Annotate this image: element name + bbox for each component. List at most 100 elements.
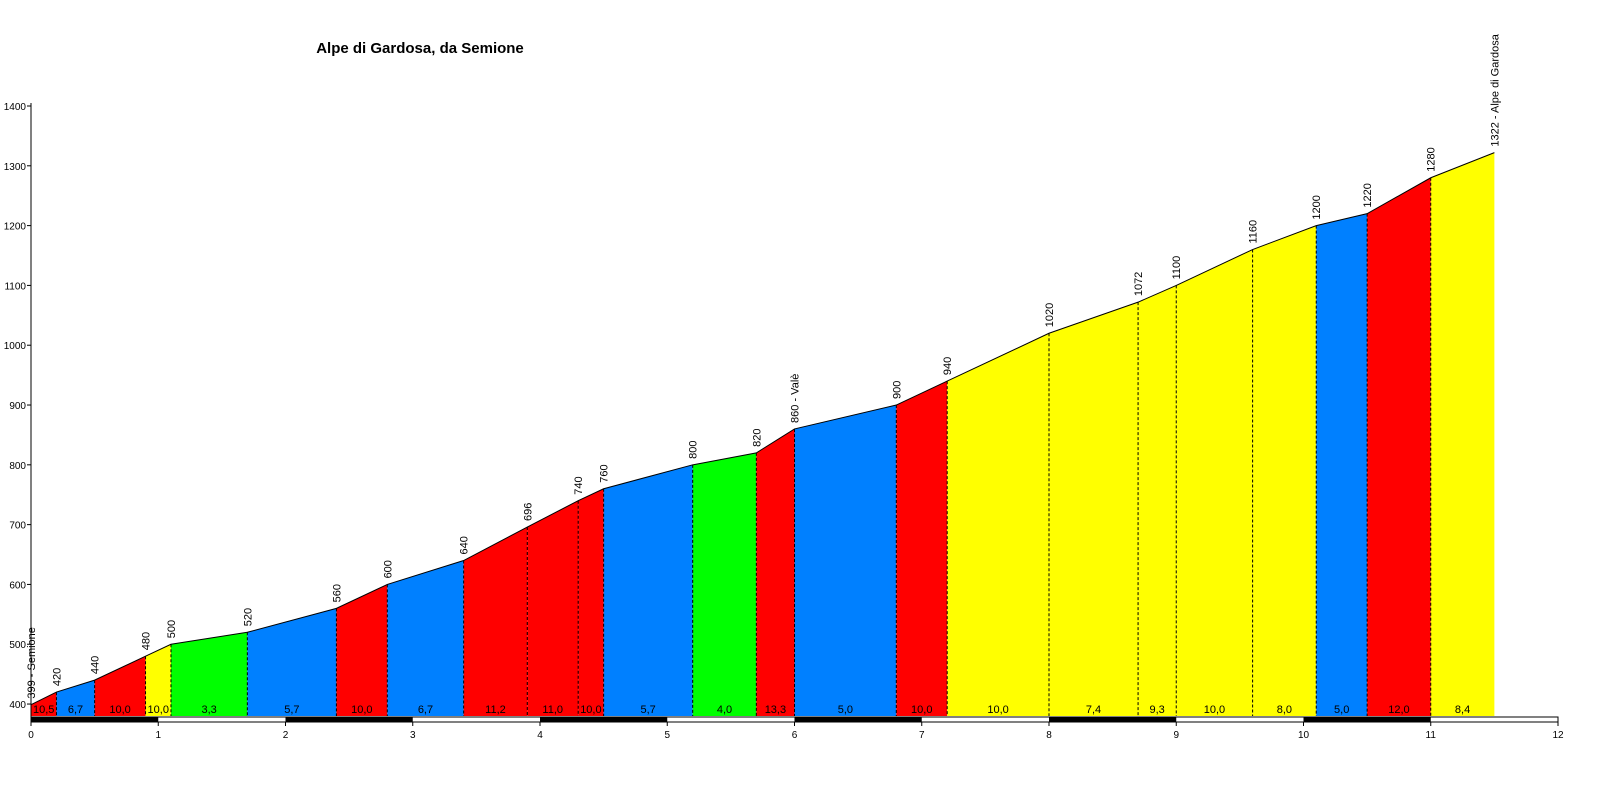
gradient-label: 10,0 [109, 704, 130, 716]
y-tick-label: 1300 [4, 162, 27, 173]
gradient-segment [387, 560, 464, 716]
x-tick-label: 4 [537, 730, 543, 741]
gradient-segment [145, 644, 171, 716]
altitude-label: 399 - Semione [26, 627, 38, 699]
x-tick-label: 7 [919, 730, 925, 741]
km-strip-block [31, 717, 159, 722]
gradient-segment [527, 500, 579, 716]
gradient-label: 10,0 [580, 704, 601, 716]
gradient-segment [896, 381, 948, 716]
y-tick-label: 1000 [4, 341, 27, 352]
gradient-label: 10,0 [1204, 704, 1225, 716]
gradient-segment [1316, 213, 1368, 716]
gradient-segment [1252, 225, 1317, 716]
gradient-segment [1430, 152, 1495, 716]
gradient-segment [692, 452, 757, 716]
x-tick-label: 5 [664, 730, 670, 741]
gradient-segment [756, 428, 795, 716]
gradient-label: 5,7 [284, 704, 299, 716]
gradient-label: 6,7 [418, 704, 433, 716]
gradient-label: 10,5 [33, 704, 54, 716]
altitude-label: 1322 - Alpe di Gardosa [1489, 33, 1501, 146]
km-strip-block [1049, 717, 1177, 722]
altitude-label: 440 [90, 656, 102, 674]
gradient-segment [1049, 302, 1139, 716]
gradient-segment [170, 632, 248, 716]
gradient-segment [1138, 285, 1177, 716]
km-strip-block [540, 717, 668, 722]
x-tick-label: 2 [283, 730, 289, 741]
altitude-label: 900 [891, 381, 903, 399]
altitude-label: 500 [166, 620, 178, 638]
altitude-label: 800 [688, 440, 700, 458]
gradient-label: 12,0 [1388, 704, 1409, 716]
altitude-label: 696 [522, 503, 534, 521]
altitude-label: 1020 [1044, 303, 1056, 327]
gradient-label: 7,4 [1086, 704, 1101, 716]
gradient-label: 10,0 [351, 704, 372, 716]
y-tick-label: 800 [9, 461, 26, 472]
gradient-label: 13,3 [765, 704, 786, 716]
altitude-label: 640 [459, 536, 471, 554]
gradient-label: 8,4 [1455, 704, 1470, 716]
altitude-label: 420 [51, 668, 63, 686]
x-tick-label: 11 [1426, 730, 1437, 741]
x-tick-label: 8 [1046, 730, 1052, 741]
altitude-label: 860 - Valè [790, 374, 802, 423]
km-strip-block [1303, 717, 1431, 722]
altitude-label: 1200 [1311, 195, 1323, 219]
chart-title: Alpe di Gardosa, da Semione [316, 40, 524, 57]
gradient-segment [94, 656, 146, 716]
x-tick-label: 1 [155, 730, 161, 741]
gradient-label: 11,2 [485, 704, 506, 716]
altitude-label: 740 [573, 476, 585, 494]
altitude-label: 560 [331, 584, 343, 602]
altitude-label: 1220 [1362, 183, 1374, 207]
y-tick-label: 700 [9, 521, 26, 532]
altitude-label: 1160 [1248, 220, 1260, 244]
gradient-label: 3,3 [202, 704, 217, 716]
gradient-label: 10,0 [148, 704, 169, 716]
x-tick-label: 0 [28, 730, 34, 741]
km-strip-block [285, 717, 413, 722]
gradient-segment [603, 464, 693, 716]
gradient-segment [1367, 177, 1431, 716]
gradient-label: 5,7 [641, 704, 656, 716]
altitude-label: 820 [751, 429, 763, 447]
y-tick-label: 500 [9, 640, 26, 651]
gradient-segment [247, 608, 337, 716]
altitude-label: 600 [382, 560, 394, 578]
profile-line [30, 152, 1495, 706]
x-tick-label: 9 [1173, 730, 1179, 741]
gradient-segment [1176, 249, 1253, 716]
y-tick-label: 400 [9, 700, 26, 711]
y-tick-label: 1100 [4, 281, 26, 292]
y-tick-label: 1200 [4, 222, 27, 233]
gradient-label: 9,3 [1150, 704, 1165, 716]
gradient-label: 10,0 [987, 704, 1008, 716]
gradient-label: 10,0 [911, 704, 932, 716]
x-tick-label: 6 [792, 730, 798, 741]
gradient-segment [31, 692, 57, 716]
gradient-label: 5,0 [838, 704, 853, 716]
gradient-segment [336, 584, 388, 716]
altitude-label: 1072 [1133, 272, 1145, 296]
gradient-segment [947, 333, 1049, 716]
x-tick-label: 3 [410, 730, 416, 741]
altitude-label: 940 [942, 357, 954, 375]
km-strip-block [794, 717, 922, 722]
gradient-label: 6,7 [68, 704, 83, 716]
gradient-label: 4,0 [717, 704, 732, 716]
y-tick-label: 1400 [4, 102, 27, 113]
gradient-label: 5,0 [1334, 704, 1349, 716]
altitude-label: 1280 [1426, 147, 1438, 171]
altitude-label: 520 [242, 608, 254, 626]
altitude-label: 1100 [1171, 256, 1183, 280]
gradient-segment [578, 488, 604, 716]
x-tick-label: 10 [1298, 730, 1310, 741]
y-tick-label: 900 [9, 401, 26, 412]
x-tick-label: 12 [1552, 730, 1564, 741]
altitude-label: 760 [599, 464, 611, 482]
